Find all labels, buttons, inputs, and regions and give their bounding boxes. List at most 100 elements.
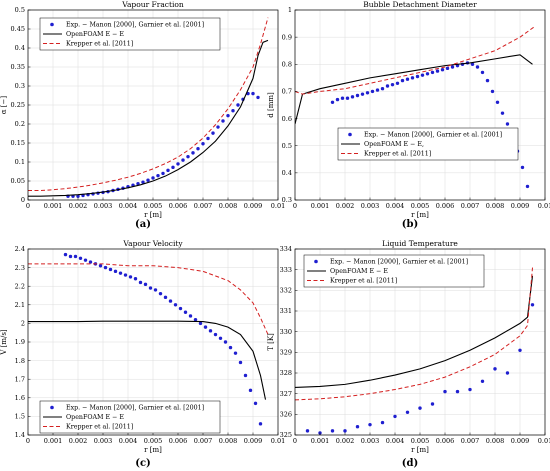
exp-data-point	[470, 62, 475, 66]
exp-data-point	[368, 422, 372, 427]
x-tick-label: 0	[293, 202, 297, 210]
y-tick-label: 2.1	[15, 301, 25, 309]
legend-marker	[50, 405, 54, 410]
exp-data-point	[425, 72, 430, 76]
exp-data-point	[505, 122, 510, 126]
exp-data-point	[415, 74, 420, 79]
x-tick-label: 0.004	[119, 202, 138, 210]
exp-data-point	[221, 119, 225, 123]
exp-data-point	[151, 176, 155, 180]
exp-data-point	[256, 95, 260, 100]
y-tick-label: 331	[280, 307, 292, 315]
legend: Exp. − Manon [2000], Garnier et al. [200…	[337, 127, 519, 161]
exp-data-point	[480, 70, 485, 75]
x-tick-label: 0.004	[119, 437, 138, 445]
panel-title: Vapour Fraction	[121, 0, 184, 9]
exp-data-point	[330, 100, 335, 104]
y-tick-label: 0.3	[282, 196, 292, 204]
exp-data-point	[153, 288, 158, 292]
exp-data-point	[248, 388, 253, 393]
exp-data-point	[430, 402, 435, 406]
exp-data-point	[440, 68, 445, 72]
x-tick-label: 0.003	[361, 437, 380, 445]
exp-data-point	[385, 84, 390, 88]
exp-data-point	[236, 103, 240, 107]
legend-entry-label: Exp. − Manon [2000], Garnier et al. [200…	[330, 259, 468, 266]
x-tick-label: 0.01	[538, 202, 550, 210]
y-tick-label: 0.8	[282, 60, 292, 68]
exp-data-point	[393, 414, 397, 419]
exp-data-point	[141, 180, 145, 184]
exp-data-point	[253, 401, 258, 406]
exp-data-point	[223, 340, 228, 344]
exp-data-point	[243, 373, 248, 378]
exp-data-point	[360, 92, 365, 96]
y-tick-label: 1.5	[15, 413, 25, 421]
y-tick-label: 0.3	[15, 82, 25, 90]
exp-data-point	[128, 275, 133, 279]
x-tick-label: 0.006	[436, 202, 455, 210]
y-tick-label: 0.25	[11, 101, 25, 109]
y-tick-label: 326	[280, 411, 292, 419]
exp-data-point	[233, 351, 238, 355]
x-tick-label: 0.008	[486, 202, 505, 210]
y-tick-label: 1.8	[15, 357, 25, 365]
series-group	[28, 17, 269, 198]
y-tick-label: 0.5	[282, 142, 292, 150]
krepper-line	[295, 267, 533, 401]
legend-entry-label: Exp. − Manon [2000], Garnier et al. [200…	[364, 132, 502, 139]
openfoam-line	[28, 320, 267, 400]
legend-entry-label: Krepper et al. [2011]	[66, 41, 133, 48]
panel-3: 0 0.001 0.002 0.003 0.004 0.005 0.006 0.007 0.00…	[267, 239, 550, 469]
legend-entry-label: Exp. − Manon [2000], Garnier et al. [200…	[66, 22, 204, 29]
y-axis-label: T [K]	[267, 333, 275, 351]
panel-title: Liquid Temperature	[382, 239, 458, 248]
exp-data-point	[163, 295, 168, 300]
x-tick-label: 0.002	[69, 437, 88, 445]
legend: Exp. − Manon [2000], Garnier et al. [200…	[39, 400, 221, 434]
legend: Exp. − Manon [2000], Garnier et al. [200…	[303, 254, 485, 288]
exp-data-point	[370, 89, 375, 94]
exp-data-point	[98, 264, 103, 268]
x-tick-label: 0.004	[386, 202, 405, 210]
exp-data-point	[68, 254, 73, 259]
exp-data-point	[418, 406, 422, 410]
series-group	[295, 267, 535, 435]
exp-data-point	[173, 303, 178, 307]
exp-data-point	[201, 142, 205, 146]
exp-data-point	[138, 280, 143, 285]
exp-data-point	[380, 87, 385, 91]
y-tick-label: 333	[280, 266, 292, 274]
x-tick-label: 0.007	[461, 202, 480, 210]
exp-data-point	[505, 371, 510, 375]
y-tick-label: 330	[280, 328, 292, 336]
x-tick-label: 0.01	[271, 437, 285, 445]
y-tick-label: 327	[280, 390, 292, 398]
exp-data-point	[345, 96, 350, 100]
exp-data-point	[178, 306, 183, 311]
legend-marker	[348, 132, 352, 137]
exp-data-point	[405, 410, 410, 414]
exp-data-point	[136, 181, 140, 186]
x-tick-label: 0.006	[169, 202, 188, 210]
exp-data-point	[216, 125, 220, 129]
x-tick-label: 0.003	[94, 437, 113, 445]
exp-data-point	[191, 151, 195, 155]
x-tick-label: 0.005	[411, 202, 430, 210]
x-tick-label: 0.007	[194, 202, 213, 210]
legend-entry-label: OpenFOAM E − E	[330, 268, 388, 275]
exp-data-point	[156, 173, 160, 178]
exp-data-point	[350, 95, 355, 99]
exp-data-point	[490, 89, 495, 94]
legend-marker	[50, 22, 54, 27]
y-tick-label: 334	[280, 245, 292, 253]
exp-data-point	[143, 282, 148, 287]
exp-data-point	[375, 88, 380, 92]
y-tick-label: 1.7	[15, 375, 25, 383]
series-group	[295, 25, 536, 189]
exp-data-point	[158, 291, 163, 296]
x-tick-label: 0.005	[144, 437, 163, 445]
y-axis-label: V [m/s]	[0, 329, 8, 356]
exp-data-point	[530, 303, 535, 307]
exp-data-point	[213, 332, 218, 337]
